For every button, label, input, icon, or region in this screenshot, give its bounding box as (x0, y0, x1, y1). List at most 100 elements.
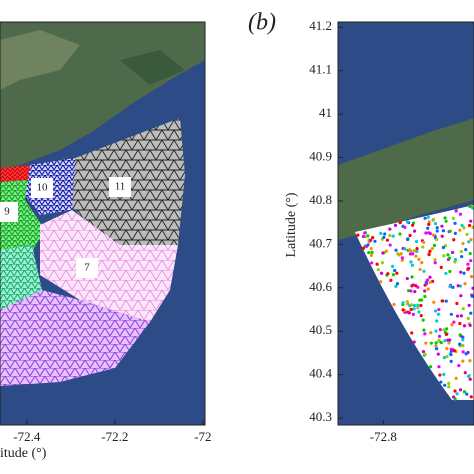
sample-dot (435, 237, 439, 242)
sample-dot (470, 294, 474, 298)
sample-dot (405, 220, 410, 224)
sample-dot (453, 260, 457, 264)
sample-dot (434, 341, 438, 345)
sample-dot (392, 302, 396, 307)
sample-dot (398, 232, 402, 236)
sample-dot (458, 321, 462, 326)
sample-dot (366, 243, 370, 247)
mesh-region (0, 180, 45, 255)
sample-dot (452, 349, 456, 353)
sample-dot (373, 239, 377, 243)
sample-dot (433, 261, 437, 265)
y-tick-label: 40.4 (309, 366, 332, 381)
sample-dot (411, 252, 415, 256)
region-label: 7 (84, 262, 90, 274)
sample-dot (420, 261, 424, 265)
sample-dot (469, 395, 473, 399)
sample-dot (455, 392, 459, 396)
sample-dot (426, 215, 430, 219)
sample-dot (418, 298, 422, 302)
sample-dot (461, 306, 465, 311)
sample-dot (418, 267, 422, 272)
sample-dot (388, 233, 392, 238)
sample-dot (389, 278, 393, 282)
sample-dot (469, 311, 473, 315)
sample-dot (468, 377, 472, 381)
x-tick-label: -72 (194, 429, 211, 444)
sample-dot (442, 254, 446, 258)
sample-dot (441, 245, 445, 250)
sample-dot (424, 231, 428, 235)
sample-dot (453, 257, 458, 262)
sample-dot (461, 350, 465, 354)
sample-dot (443, 216, 447, 220)
sample-dot (409, 260, 413, 264)
sample-dot (382, 235, 386, 240)
sample-dot (411, 283, 415, 287)
sample-dot (447, 381, 451, 385)
sample-dot (409, 307, 413, 312)
x-tick-label: -72.2 (101, 429, 128, 444)
sample-dot (460, 254, 464, 259)
sample-dot (431, 217, 436, 222)
sample-dot (424, 341, 428, 345)
sample-dot (408, 233, 412, 238)
sample-dot (461, 338, 465, 342)
sample-dot (370, 250, 374, 254)
sample-dot (414, 284, 418, 288)
sample-dot (453, 231, 457, 235)
sample-dot (468, 251, 472, 256)
sample-dot (471, 286, 474, 290)
sample-dot (419, 303, 423, 308)
sample-dot (463, 282, 467, 286)
region-label-box (0, 202, 18, 222)
sample-dot (411, 223, 415, 227)
sample-dot (465, 392, 469, 396)
sample-dot (405, 276, 409, 281)
sample-dot (461, 359, 465, 363)
sample-dot (436, 312, 441, 316)
sample-dot (395, 271, 399, 275)
sample-dot (437, 334, 442, 339)
sample-dot (417, 310, 421, 314)
sample-dot (423, 289, 427, 293)
sample-dot (443, 339, 447, 343)
sample-dot (397, 253, 401, 257)
region-label: 9 (4, 206, 10, 218)
sample-dot (413, 289, 417, 294)
sample-dot (369, 238, 373, 242)
sample-dot (441, 299, 445, 303)
sample-dot (427, 222, 431, 226)
sample-dot (416, 303, 420, 307)
region-label-box (31, 178, 53, 198)
mesh-region (0, 290, 150, 386)
sample-dot (422, 328, 426, 332)
sample-dot (448, 338, 452, 342)
sample-dot (410, 331, 414, 335)
sample-dot (437, 365, 441, 369)
sample-dot (450, 323, 454, 327)
sample-dot (453, 221, 457, 225)
sample-dot (444, 271, 448, 276)
sample-dot (394, 248, 398, 252)
sample-dot (449, 359, 453, 363)
sample-dot (369, 253, 373, 257)
sample-dot (412, 229, 417, 233)
sample-dot (444, 332, 448, 336)
sample-dot (435, 347, 439, 351)
sample-dot (366, 234, 370, 238)
sample-dot (460, 223, 464, 228)
land (338, 118, 474, 240)
sample-dot (438, 328, 442, 332)
sample-dot (432, 243, 437, 248)
sample-dot (403, 247, 407, 251)
sample-dot (433, 221, 438, 226)
sample-dot (406, 237, 410, 242)
sample-dot (423, 216, 427, 220)
region-label-box (76, 258, 98, 278)
sample-dot (388, 227, 392, 231)
sample-dot (371, 236, 375, 240)
sample-dot (464, 248, 468, 252)
sample-dot (456, 314, 460, 318)
y-tick-label: 41.1 (309, 62, 332, 77)
